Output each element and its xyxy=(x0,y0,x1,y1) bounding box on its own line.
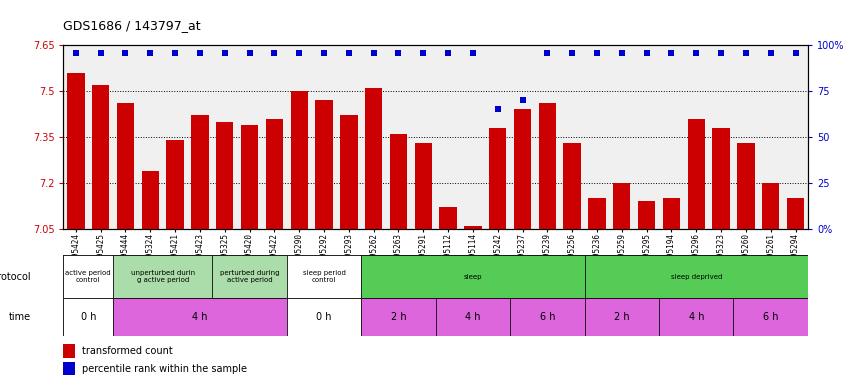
Bar xyxy=(266,118,283,229)
Bar xyxy=(415,143,432,229)
Text: 6 h: 6 h xyxy=(763,312,778,322)
Bar xyxy=(585,298,659,336)
Bar xyxy=(63,344,74,358)
Bar xyxy=(113,255,212,298)
Bar xyxy=(613,183,630,229)
Bar xyxy=(67,73,85,229)
Bar xyxy=(439,207,457,229)
Text: transformed count: transformed count xyxy=(82,345,173,355)
Text: 2 h: 2 h xyxy=(391,312,406,322)
Text: percentile rank within the sample: percentile rank within the sample xyxy=(82,364,247,374)
Bar xyxy=(712,128,730,229)
Bar xyxy=(340,116,358,229)
Text: 4 h: 4 h xyxy=(465,312,481,322)
Bar xyxy=(141,171,159,229)
Text: 4 h: 4 h xyxy=(192,312,207,322)
Bar xyxy=(287,255,361,298)
Text: protocol: protocol xyxy=(0,272,31,282)
Text: time: time xyxy=(9,312,31,322)
Bar xyxy=(787,198,805,229)
Bar xyxy=(63,255,113,298)
Bar xyxy=(216,122,233,229)
Bar xyxy=(737,143,755,229)
Bar xyxy=(365,88,382,229)
Bar xyxy=(361,255,585,298)
Bar xyxy=(287,298,361,336)
Text: GDS1686 / 143797_at: GDS1686 / 143797_at xyxy=(63,19,201,32)
Text: active period
control: active period control xyxy=(65,270,111,284)
Bar xyxy=(733,298,808,336)
Text: 0 h: 0 h xyxy=(316,312,332,322)
Bar xyxy=(464,226,481,229)
Bar xyxy=(191,116,209,229)
Bar xyxy=(241,124,258,229)
Bar xyxy=(659,298,733,336)
Bar xyxy=(316,100,332,229)
Bar xyxy=(688,118,705,229)
Text: sleep deprived: sleep deprived xyxy=(671,274,722,280)
Bar xyxy=(563,143,581,229)
Text: sleep: sleep xyxy=(464,274,482,280)
Text: 0 h: 0 h xyxy=(80,312,96,322)
Bar xyxy=(113,298,287,336)
Bar xyxy=(585,255,808,298)
Bar xyxy=(638,201,656,229)
Bar xyxy=(63,298,113,336)
Bar xyxy=(117,103,135,229)
Bar xyxy=(510,298,585,336)
Text: unperturbed durin
g active period: unperturbed durin g active period xyxy=(130,270,195,284)
Text: 4 h: 4 h xyxy=(689,312,704,322)
Bar xyxy=(588,198,606,229)
Bar xyxy=(662,198,680,229)
Text: perturbed during
active period: perturbed during active period xyxy=(220,270,279,284)
Text: 6 h: 6 h xyxy=(540,312,555,322)
Bar xyxy=(92,85,109,229)
Bar xyxy=(63,362,74,375)
Bar xyxy=(390,134,407,229)
Bar xyxy=(489,128,507,229)
Bar xyxy=(212,255,287,298)
Bar xyxy=(361,298,436,336)
Text: 2 h: 2 h xyxy=(614,312,629,322)
Bar xyxy=(167,140,184,229)
Bar xyxy=(762,183,779,229)
Bar xyxy=(539,103,556,229)
Bar xyxy=(436,298,510,336)
Bar xyxy=(514,110,531,229)
Text: sleep period
control: sleep period control xyxy=(303,270,345,284)
Bar xyxy=(290,91,308,229)
